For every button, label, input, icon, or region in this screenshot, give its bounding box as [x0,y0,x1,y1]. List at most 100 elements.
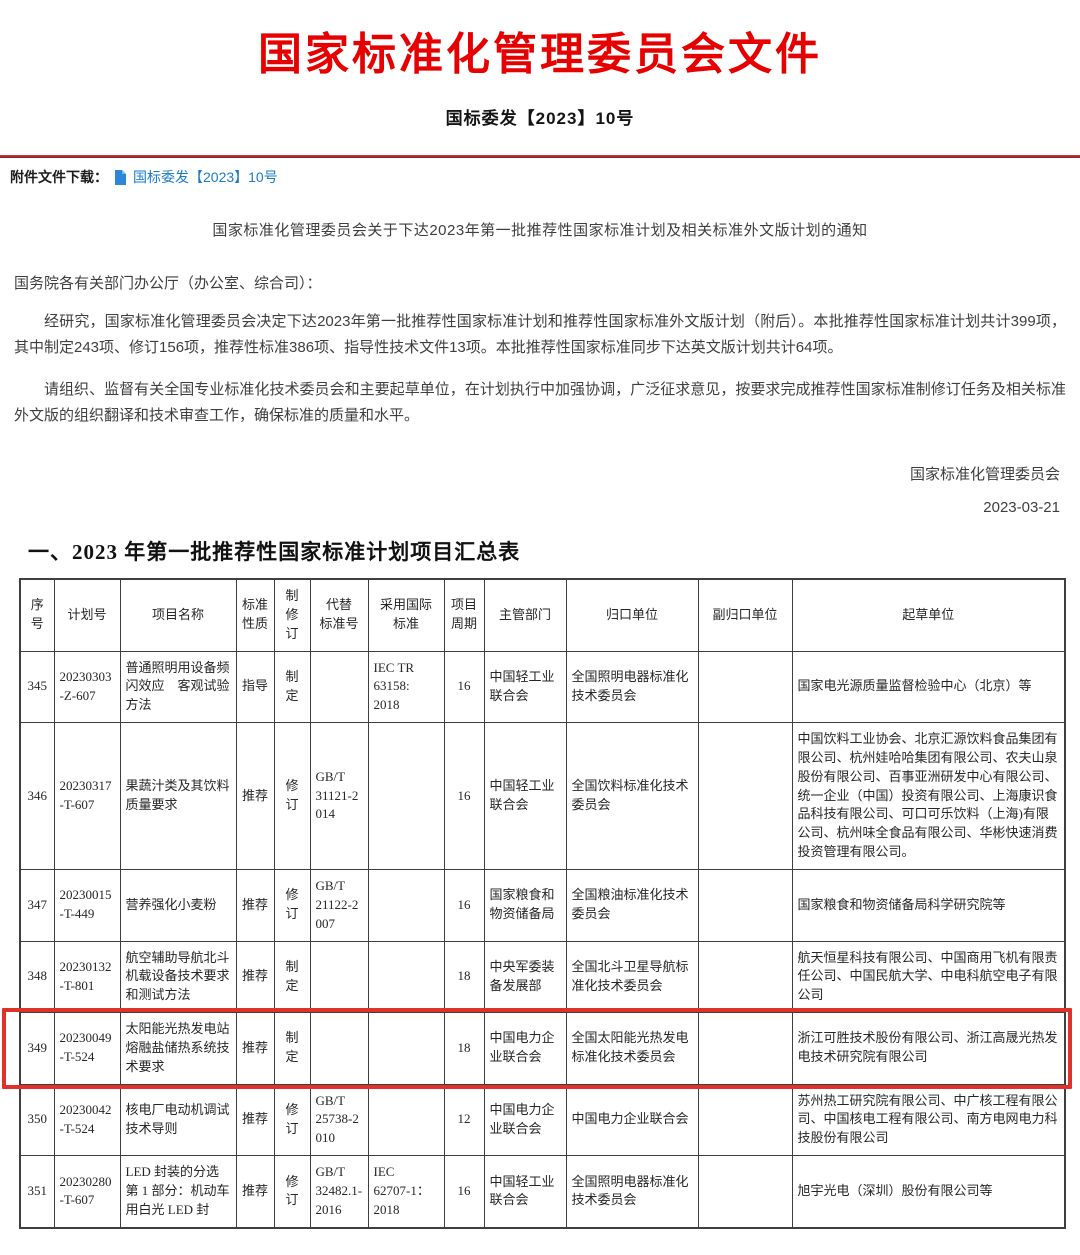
cell-sub-tc [697,940,793,1014]
cell-period: 16 [443,722,485,870]
cell-sub-tc [697,1083,793,1157]
cell-period: 16 [443,868,485,942]
signature-block: 国家标准化管理委员会 2023-03-21 [0,463,1060,516]
cell-dept: 中国轻工业联合会 [483,722,567,870]
table-header: 序 号 计划号 项目名称 标准 性质 制修 订 代替 标准号 采用国际 标准 项… [19,578,1066,652]
notice-title: 国家标准化管理委员会关于下达2023年第一批推荐性国家标准计划及相关标准外文版计… [212,222,868,239]
cell-nature: 推荐 [235,1012,275,1085]
cell-intl-std [367,868,445,942]
cell-nature: 推荐 [235,940,275,1014]
col-period: 项目 周期 [443,578,485,652]
table-row: 349 20230049 -T-524 太阳能光热发电站熔融盐储热系统技术要求 推荐制… [19,1012,1066,1085]
col-intl-std: 采用国际 标准 [367,578,445,652]
col-nature: 标准 性质 [235,578,275,652]
cell-sub-tc [697,650,793,724]
cell-replaces: GB/T 32482.1- 2016 [309,1155,369,1229]
table-row: 345 20230303 -Z-607 普通照明用设备频闪效应 客观试验方法 指导 制定… [19,650,1066,724]
section-heading: 一、2023 年第一批推荐性国家标准计划项目汇总表 [28,540,521,564]
cell-name: 航空辅助导航北斗机载设备技术要求和测试方法 [119,940,237,1014]
cell-name: 核电厂电动机调试技术导则 [119,1083,237,1157]
table-wrapper: 序 号 计划号 项目名称 标准 性质 制修 订 代替 标准号 采用国际 标准 项… [19,578,1066,1229]
cell-tc: 全国照明电器标准化技术委员会 [565,650,699,724]
cell-sub-tc [697,1155,793,1229]
cell-plan-no: 20230015 -T-449 [53,868,121,942]
cell-dept: 中国电力企业联合会 [483,1083,567,1157]
cell-tc: 全国粮油标准化技术委员会 [565,868,699,942]
table-row: 346 20230317 -T-607 果蔬汁类及其饮料质量要求 推荐 修订 GB/T 3… [19,722,1066,870]
table-body: 345 20230303 -Z-607 普通照明用设备频闪效应 客观试验方法 指导 制定… [19,650,1066,1229]
cell-seq: 349 [19,1012,55,1085]
cell-revision: 修订 [273,722,311,870]
cell-tc: 全国照明电器标准化技术委员会 [565,1155,699,1229]
col-revision: 制修 订 [273,578,311,652]
cell-tc: 全国太阳能光热发电标准化技术委员会 [565,1012,699,1085]
table-row: 351 20230280 -T-607 LED 封装的分选第 1 部分：机动车用白光… [19,1155,1066,1229]
cell-plan-no: 20230303 -Z-607 [53,650,121,724]
cell-plan-no: 20230042 -T-524 [53,1083,121,1157]
banner-title: 国家标准化管理委员会文件 [258,30,822,79]
cell-sub-tc [697,868,793,942]
cell-dept: 国家粮食和物资储备局 [483,868,567,942]
bottom-spacer [0,1229,1080,1255]
cell-replaces [309,1012,369,1085]
col-sub-tc: 副归口单位 [697,578,793,652]
red-divider [0,155,1080,158]
cell-nature: 推荐 [235,1083,275,1157]
cell-dept: 中国电力企业联合会 [483,1012,567,1085]
cell-revision: 制定 [273,650,311,724]
cell-period: 18 [443,1012,485,1085]
cell-intl-std [367,722,445,870]
cell-drafters: 中国饮料工业协会、北京汇源饮料食品集团有限公司、杭州娃哈哈集团有限公司、农夫山泉… [791,722,1066,870]
paragraph-1: 经研究，国家标准化管理委员会决定下达2023年第一批推荐性国家标准计划和推荐性国… [14,313,1066,356]
cell-drafters: 苏州热工研究院有限公司、中广核工程有限公司、中国核电工程有限公司、南方电网电力科… [791,1083,1066,1157]
col-name: 项目名称 [119,578,237,652]
cell-replaces: GB/T 21122-2 007 [309,868,369,942]
file-icon [114,169,127,185]
cell-seq: 347 [19,868,55,942]
cell-dept: 中国轻工业联合会 [483,650,567,724]
cell-seq: 345 [19,650,55,724]
cell-nature: 推荐 [235,868,275,942]
cell-replaces: GB/T 31121-2 014 [309,722,369,870]
cell-seq: 346 [19,722,55,870]
attachment-label: 附件文件下载： [10,169,108,185]
col-tc: 归口单位 [565,578,699,652]
cell-plan-no: 20230317 -T-607 [53,722,121,870]
cell-period: 16 [443,1155,485,1229]
cell-period: 18 [443,940,485,1014]
cell-replaces [309,940,369,1014]
cell-dept: 中国轻工业联合会 [483,1155,567,1229]
salutation: 国务院各有关部门办公厅（办公室、综合司）： [14,275,322,292]
signature-org: 国家标准化管理委员会 [909,466,1060,483]
cell-revision: 修订 [273,1155,311,1229]
cell-revision: 修订 [273,868,311,942]
cell-drafters: 浙江可胜技术股份有限公司、浙江高晟光热发电技术研究院有限公司 [791,1012,1066,1085]
cell-sub-tc [697,1012,793,1085]
cell-intl-std: IEC 62707-1： 2018 [367,1155,445,1229]
cell-name: 普通照明用设备频闪效应 客观试验方法 [119,650,237,724]
standards-plan-table: 序 号 计划号 项目名称 标准 性质 制修 订 代替 标准号 采用国际 标准 项… [19,578,1066,1229]
cell-revision: 修订 [273,1083,311,1157]
cell-revision: 制定 [273,1012,311,1085]
cell-seq: 348 [19,940,55,1014]
paragraph-2: 请组织、监督有关全国专业标准化技术委员会和主要起草单位，在计划执行中加强协调，广… [14,381,1066,424]
table-row: 350 20230042 -T-524 核电厂电动机调试技术导则 推荐 修订 GB/T 2… [19,1083,1066,1157]
doc-number: 国标委发【2023】10号 [445,109,635,128]
cell-intl-std: IEC TR 63158: 2018 [367,650,445,724]
cell-name: LED 封装的分选第 1 部分：机动车用白光 LED 封 [119,1155,237,1229]
cell-nature: 指导 [235,650,275,724]
cell-intl-std [367,940,445,1014]
cell-name: 果蔬汁类及其饮料质量要求 [119,722,237,870]
signature-date: 2023-03-21 [983,499,1060,516]
cell-drafters: 旭宇光电（深圳）股份有限公司等 [791,1155,1066,1229]
table-row: 347 20230015 -T-449 营养强化小麦粉 推荐 修订 GB/T 21122-… [19,868,1066,942]
cell-name: 营养强化小麦粉 [119,868,237,942]
cell-intl-std [367,1012,445,1085]
cell-period: 16 [443,650,485,724]
attachment-link[interactable]: 国标委发【2023】10号 [133,169,278,185]
table-header-row: 序 号 计划号 项目名称 标准 性质 制修 订 代替 标准号 采用国际 标准 项… [19,578,1066,652]
cell-nature: 推荐 [235,722,275,870]
cell-drafters: 航天恒星科技有限公司、中国商用飞机有限责任公司、中国民航大学、中电科航空电子有限… [791,940,1066,1014]
cell-seq: 350 [19,1083,55,1157]
cell-drafters: 国家电光源质量监督检验中心（北京）等 [791,650,1066,724]
